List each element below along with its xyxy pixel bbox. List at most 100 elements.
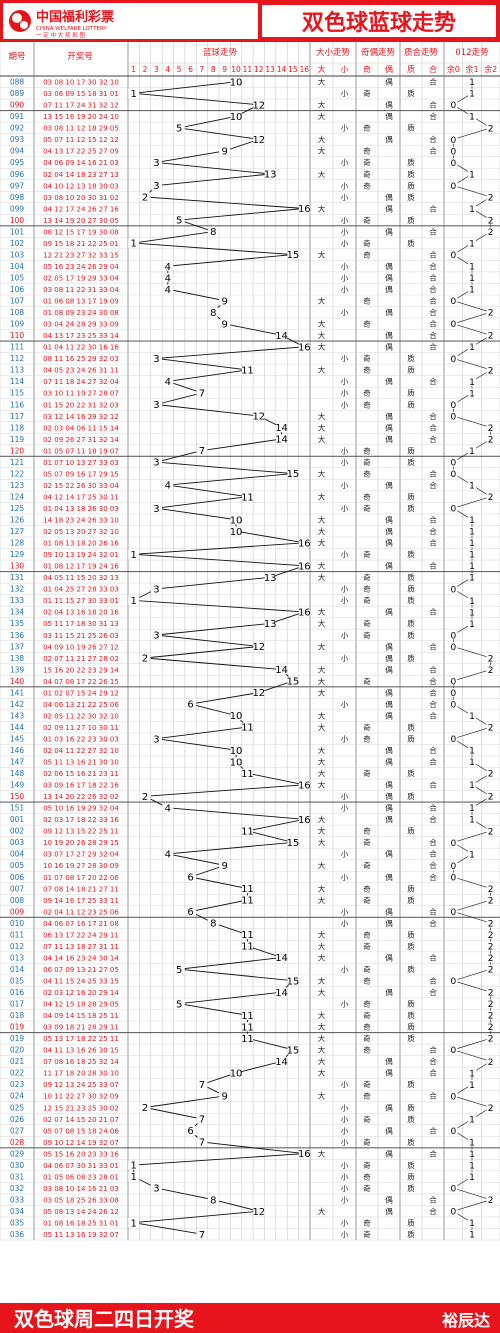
parity-even-mark: 偶 — [385, 526, 393, 536]
blue-value-label: 13 — [264, 619, 277, 630]
row-draw-numbers: 04 12 15 18 28 29 05 — [43, 1001, 119, 1009]
table-row: 124 04 12 14 17 25 30 11 大 奇 质 — [10, 491, 415, 501]
table-row: 140 04 07 08 17 22 26 15 大 奇 合 — [10, 676, 437, 686]
parity-odd-mark: 奇 — [363, 676, 371, 686]
blue-value-bg — [298, 342, 310, 352]
size-small-mark: 小 — [341, 550, 349, 559]
row-draw-numbers: 07 11 18 24 27 32 04 — [43, 378, 119, 386]
mod-value-bg — [468, 573, 476, 582]
parity-col-label: 奇 — [363, 64, 371, 74]
parity-odd-mark: 奇 — [363, 941, 371, 951]
row-draw-numbers: 04 11 15 24 25 33 15 — [43, 977, 119, 985]
composite-mark: 合 — [429, 1194, 437, 1204]
mod-value-label: 0 — [450, 700, 456, 710]
composite-mark: 合 — [429, 422, 437, 432]
prime-mark: 质 — [407, 768, 415, 778]
blue-value-bg — [207, 307, 219, 317]
table-row: 103 12 21 23 27 32 33 15 大 奇 合 — [10, 249, 437, 259]
row-period: 026 — [10, 1115, 25, 1124]
header-title-panel — [262, 5, 496, 37]
blue-value-bg — [287, 250, 299, 260]
composite-mark: 合 — [429, 434, 437, 444]
row-period: 095 — [10, 158, 25, 167]
row-period: 004 — [10, 850, 25, 859]
composite-mark: 合 — [429, 203, 437, 213]
parity-odd-mark: 奇 — [363, 249, 371, 259]
mod-value-bg — [449, 1045, 458, 1055]
parity-even-mark: 偶 — [385, 1056, 393, 1066]
composite-mark: 合 — [429, 134, 437, 144]
blue-value-bg — [150, 584, 162, 594]
row-draw-numbers: 03 08 10 20 30 31 02 — [43, 194, 119, 202]
composite-mark: 合 — [429, 607, 437, 617]
row-period: 025 — [10, 1103, 25, 1112]
mod-value-label: 1 — [469, 597, 475, 607]
blue-value-bg — [207, 918, 219, 928]
row-draw-numbers: 02 05 13 20 27 32 10 — [43, 528, 119, 536]
footer-slogan: 双色球周二四日开奖 — [14, 1307, 195, 1331]
mod-value-bg — [486, 192, 495, 202]
row-period: 109 — [10, 320, 25, 329]
row-period: 138 — [10, 654, 25, 663]
composite-mark: 合 — [429, 906, 437, 916]
row-draw-numbers: 01 05 06 08 23 28 01 — [43, 1173, 119, 1181]
mod-value-label: 2 — [488, 1012, 494, 1022]
row-draw-numbers: 04 09 10 19 26 27 12 — [43, 643, 119, 651]
blue-value-bg — [128, 1172, 140, 1182]
parity-even-mark: 偶 — [385, 203, 393, 213]
parity-odd-mark: 奇 — [363, 883, 371, 893]
blue-value-label: 5 — [176, 999, 182, 1010]
prime-mark: 质 — [407, 584, 415, 594]
composite-mark: 合 — [429, 745, 437, 755]
parity-odd-mark: 奇 — [363, 618, 371, 628]
parity-even-mark: 偶 — [385, 757, 393, 767]
table-row: 150 13 14 20 22 26 32 02 小 偶 质 — [10, 791, 415, 801]
blue-value-bg — [276, 987, 288, 997]
table-row: 105 02 05 17 19 29 33 04 小 偶 合 — [10, 272, 437, 282]
mod-value-bg — [449, 146, 458, 156]
table-row: 027 05 07 08 15 18 24 06 小 偶 合 — [10, 1125, 437, 1135]
row-period: 021 — [10, 1057, 25, 1066]
blue-value-bg — [196, 388, 208, 398]
blue-value-label: 3 — [153, 354, 159, 365]
mod-value-bg — [468, 711, 476, 720]
size-big-mark: 大 — [318, 515, 326, 525]
table-row: 145 01 03 16 22 23 30 03 小 奇 质 — [10, 733, 415, 743]
row-period: 151 — [10, 804, 25, 813]
blue-value-label: 5 — [176, 965, 182, 976]
mod-value-label: 2 — [488, 1196, 494, 1206]
mod-value-label: 1 — [469, 804, 475, 814]
parity-even-mark: 偶 — [385, 791, 393, 801]
blue-value-bg — [150, 503, 162, 513]
parity-col-label: 偶 — [385, 64, 393, 74]
parity-odd-mark: 奇 — [363, 1229, 371, 1239]
composite-mark: 合 — [429, 780, 437, 790]
table-row: 134 02 04 13 16 18 20 16 大 偶 合 — [10, 607, 437, 617]
blue-value-bg — [162, 261, 174, 271]
parity-even-mark: 偶 — [385, 1068, 393, 1078]
blue-value-bg — [196, 1229, 208, 1239]
parity-even-mark: 偶 — [385, 849, 393, 859]
blue-value-bg — [298, 780, 310, 790]
table-row: 015 04 11 15 24 25 33 15 大 奇 合 — [10, 975, 437, 985]
mod-value-label: 1 — [469, 1138, 475, 1148]
row-period: 110 — [10, 331, 25, 340]
blue-value-bg — [241, 1010, 253, 1020]
blue-value-label: 11 — [241, 723, 254, 734]
table-row: 135 05 11 17 18 30 31 13 大 奇 质 — [10, 618, 415, 628]
row-period: 104 — [10, 262, 25, 271]
blue-value-label: 3 — [153, 400, 159, 411]
blue-value-bg — [162, 273, 174, 283]
mod-value-bg — [449, 354, 458, 363]
blue-value-label: 7 — [199, 1230, 205, 1241]
row-period: 101 — [10, 227, 25, 236]
blue-value-label: 1 — [131, 1161, 137, 1172]
blue-value-bg — [276, 422, 288, 433]
mod-value-bg — [486, 434, 495, 444]
mod-value-label: 1 — [469, 1161, 475, 1171]
row-period: 118 — [10, 423, 25, 432]
mod-value-label: 2 — [488, 124, 494, 134]
blue-value-label: 11 — [241, 1022, 254, 1033]
size-small-mark: 小 — [341, 1219, 349, 1228]
size-small-mark: 小 — [341, 216, 349, 225]
